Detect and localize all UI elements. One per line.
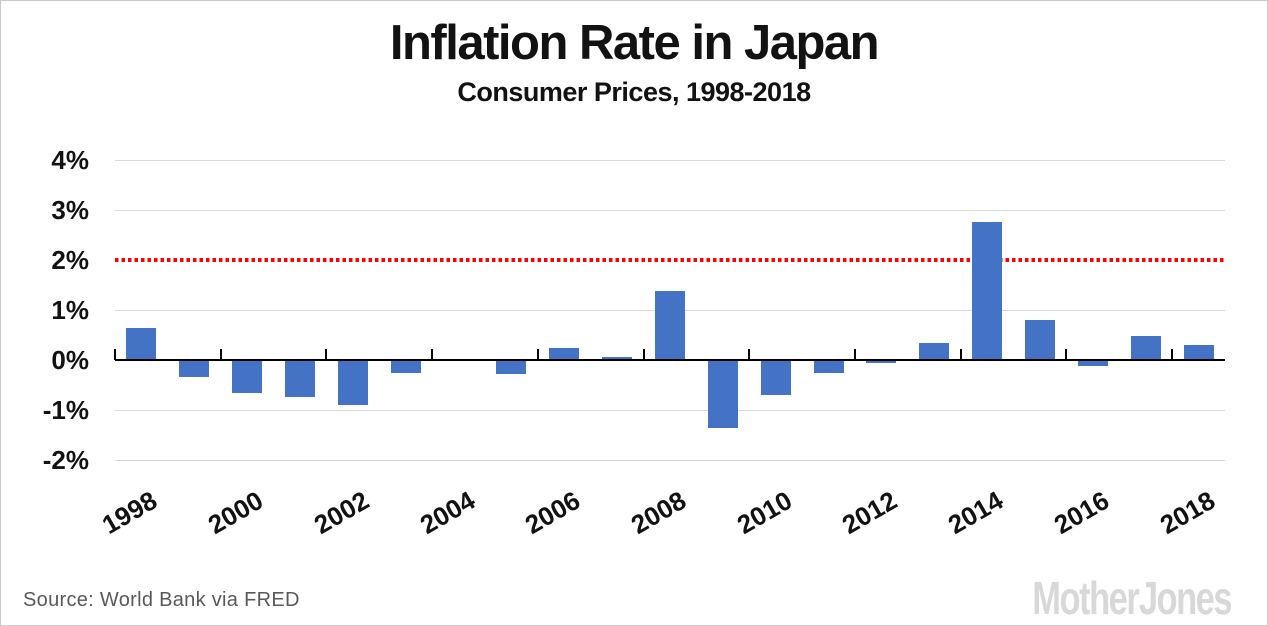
x-axis-label: 2002 bbox=[308, 485, 374, 540]
y-axis-label: 2% bbox=[51, 245, 89, 275]
target-line-2pct bbox=[115, 258, 1225, 262]
x-tick-mark bbox=[114, 349, 116, 360]
bar-2000 bbox=[232, 360, 263, 393]
bar-2008 bbox=[655, 291, 685, 360]
bar-2006 bbox=[549, 347, 580, 360]
bar-2013 bbox=[919, 342, 950, 360]
y-axis-label: 1% bbox=[51, 295, 89, 325]
chart-subtitle: Consumer Prices, 1998-2018 bbox=[457, 77, 811, 107]
y-gridline bbox=[115, 410, 1225, 411]
x-tick-mark bbox=[219, 349, 222, 360]
x-tick-mark bbox=[854, 349, 856, 360]
x-tick-mark bbox=[1065, 349, 1068, 360]
y-axis-label: -1% bbox=[42, 395, 89, 425]
x-axis-label: 2004 bbox=[414, 485, 480, 540]
bar-2010 bbox=[760, 360, 791, 395]
x-tick-mark bbox=[642, 349, 645, 360]
bar-2015 bbox=[1025, 320, 1055, 360]
bar-2001 bbox=[285, 360, 315, 397]
y-axis-label: 3% bbox=[51, 195, 89, 225]
bar-2014 bbox=[972, 222, 1003, 360]
y-gridline bbox=[115, 160, 1225, 161]
bar-2003 bbox=[390, 360, 421, 373]
y-axis-label: 4% bbox=[51, 145, 89, 175]
bar-2007 bbox=[602, 357, 633, 360]
bar-2017 bbox=[1130, 336, 1161, 360]
x-axis-label: 2000 bbox=[203, 485, 269, 540]
plot-area bbox=[114, 160, 1225, 461]
mother-jones-logo: Mother Jones bbox=[1032, 572, 1232, 624]
x-axis-label: 2014 bbox=[943, 485, 1009, 540]
y-gridline bbox=[115, 460, 1225, 461]
y-axis-label: -2% bbox=[42, 445, 89, 475]
bar-2018 bbox=[1183, 345, 1214, 360]
x-tick-mark bbox=[325, 349, 328, 360]
x-axis-label: 2010 bbox=[731, 485, 797, 540]
x-tick-mark bbox=[536, 349, 539, 360]
bar-2002 bbox=[337, 360, 368, 405]
bar-2005 bbox=[496, 360, 527, 374]
x-axis-label: 2016 bbox=[1048, 485, 1114, 540]
x-axis-label: 2008 bbox=[625, 485, 691, 540]
y-gridline bbox=[115, 210, 1225, 211]
bar-2009 bbox=[707, 360, 738, 428]
x-tick-mark bbox=[959, 349, 962, 360]
x-axis-label: 2006 bbox=[520, 485, 586, 540]
source-note: Source: World Bank via FRED bbox=[23, 589, 300, 611]
bar-1998 bbox=[126, 327, 157, 360]
x-axis-label: 2012 bbox=[837, 485, 903, 540]
bar-2011 bbox=[813, 360, 844, 373]
bar-2012 bbox=[866, 360, 897, 363]
chart-title: Inflation Rate in Japan bbox=[389, 16, 880, 70]
x-tick-mark bbox=[748, 349, 751, 360]
y-axis-label: 0% bbox=[51, 345, 89, 375]
bar-2016 bbox=[1077, 360, 1108, 366]
x-tick-mark bbox=[1171, 349, 1174, 360]
bar-1999 bbox=[179, 360, 210, 377]
x-axis-line bbox=[115, 359, 1225, 361]
x-tick-mark bbox=[431, 349, 434, 360]
x-axis-label: 1998 bbox=[97, 485, 163, 540]
x-axis-label: 2018 bbox=[1154, 485, 1220, 540]
